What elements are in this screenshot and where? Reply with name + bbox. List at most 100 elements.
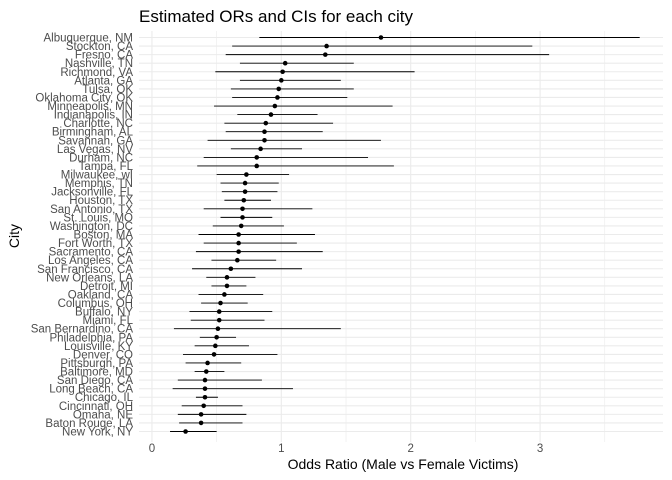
data-point [254, 155, 260, 160]
data-point [258, 146, 263, 152]
y-tick-label: Long Beach, CA [49, 384, 133, 396]
y-tick-label: Las Vegas, NV [57, 144, 133, 156]
data-point [282, 60, 288, 66]
y-tick-label: Denver, CO [73, 349, 133, 361]
y-tick-label: Philadelphia, PA [49, 332, 133, 344]
data-point [254, 163, 260, 169]
y-tick-label: Washington, DC [50, 221, 133, 233]
data-point [228, 266, 234, 272]
y-tick-label: Albuquerque, NM [44, 33, 134, 45]
data-point [215, 326, 221, 332]
data-point [198, 420, 204, 426]
y-tick-label: New York, NY [62, 427, 133, 439]
y-tick-label: Fort Worth, TX [58, 238, 133, 250]
y-tick-label: Atlanta, GA [74, 75, 133, 87]
data-point [242, 189, 248, 194]
data-point [224, 275, 230, 280]
data-point [203, 369, 209, 374]
y-tick-label: Oakland, CA [68, 289, 134, 301]
data-points [183, 35, 384, 434]
data-point [211, 352, 217, 357]
y-tick-label: Birmingham, AL [52, 127, 134, 139]
data-point [216, 309, 222, 314]
data-point [279, 78, 284, 83]
data-point [240, 215, 245, 220]
data-point [213, 343, 218, 349]
x-tick-label: 0 [149, 443, 155, 455]
y-tick-label: Indianapolis, IN [54, 110, 133, 122]
data-point [218, 300, 223, 306]
data-point [262, 129, 267, 135]
data-point [235, 257, 240, 263]
y-tick-label: Minneapolis, MN [47, 101, 133, 113]
y-axis-label: City [6, 224, 22, 248]
data-point [244, 172, 249, 177]
y-tick-label: Richmond, VA [60, 67, 133, 79]
y-tick-label: Buffalo, NY [75, 307, 133, 319]
y-tick-label: Nashville, TN [65, 58, 133, 70]
y-tick-label: Oklahoma City, OK [35, 92, 133, 104]
y-tick-label: San Francisco, CA [37, 264, 133, 276]
data-point [214, 334, 219, 340]
y-tick-label: Memphis, TN [65, 178, 133, 190]
y-tick-label: Sacramento, CA [49, 247, 134, 259]
data-point [205, 360, 210, 366]
data-point [198, 412, 204, 417]
y-tick-label: Miami, FL [83, 315, 134, 327]
data-point [323, 52, 328, 57]
data-point [238, 223, 244, 229]
y-tick-label: San Diego, CA [57, 375, 133, 387]
y-tick-label: Jacksonville, FL [51, 187, 133, 199]
data-point [236, 240, 241, 246]
data-point [241, 197, 247, 203]
data-point [236, 249, 241, 254]
chart-title: Estimated ORs and CIs for each city [139, 7, 413, 26]
data-point [276, 86, 282, 92]
y-tick-label: New Orleans, LA [46, 272, 133, 284]
y-tick-label: San Antonio, TX [50, 204, 133, 216]
data-point [280, 69, 285, 75]
y-tick-label: Tampa, FL [79, 161, 134, 173]
x-tick-label: 3 [537, 443, 543, 455]
y-tick-label: St. Louis, MO [63, 212, 133, 224]
y-tick-label: Baton Rouge, LA [45, 418, 133, 430]
y-tick-label: Fresno, CA [75, 50, 133, 62]
y-tick-label: Milwaukee, wI [61, 170, 133, 182]
y-tick-label: Baltimore, MD [60, 367, 133, 379]
x-tick-label: 2 [408, 443, 414, 455]
x-tick-label: 1 [278, 443, 284, 455]
data-point [324, 43, 329, 49]
data-point [240, 206, 245, 212]
y-tick-label: Stockton, CA [66, 41, 133, 53]
y-tick-label: Pittsburgh, PA [60, 358, 133, 370]
data-point [202, 377, 208, 383]
y-tick-label: Columbus, OH [58, 298, 133, 310]
data-point [242, 180, 248, 186]
y-tick-label: Savannah, GA [58, 135, 133, 147]
data-point [201, 403, 206, 409]
y-tick-label: Tulsa, OK [82, 84, 133, 96]
y-tick-label: Cincinnati, OH [59, 401, 133, 413]
y-tick-label: San Bernardino, CA [31, 324, 134, 336]
data-point [236, 232, 241, 237]
error-bars [170, 37, 640, 432]
y-tick-label: Louisville, KY [64, 341, 133, 353]
y-tick-label: Los Angeles, CA [48, 255, 133, 267]
data-point [268, 112, 274, 117]
data-point [262, 137, 267, 143]
x-axis-label: Odds Ratio (Male vs Female Victims) [288, 456, 519, 472]
data-point [216, 317, 222, 323]
y-tick-label: Chicago, IL [75, 392, 134, 404]
data-point [202, 386, 208, 391]
y-tick-label: Omaha, NE [73, 409, 133, 421]
data-point [222, 292, 227, 297]
y-tick-label: Charlotte, NC [63, 118, 133, 130]
data-point [272, 103, 278, 109]
y-tick-label: Houston, TX [69, 195, 133, 207]
y-tick-label: Boston, MA [74, 230, 134, 242]
data-point [183, 429, 188, 434]
y-tick-label: Detroit, MI [80, 281, 133, 293]
data-point [378, 35, 384, 40]
y-tick-label: Durham, NC [69, 152, 133, 164]
